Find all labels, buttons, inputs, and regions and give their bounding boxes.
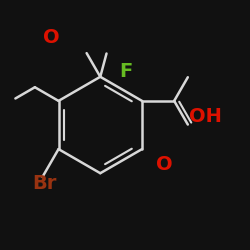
Text: F: F xyxy=(120,62,133,81)
Text: OH: OH xyxy=(189,107,222,126)
Text: Br: Br xyxy=(32,174,57,193)
Text: O: O xyxy=(42,28,59,47)
Text: O: O xyxy=(156,155,173,174)
